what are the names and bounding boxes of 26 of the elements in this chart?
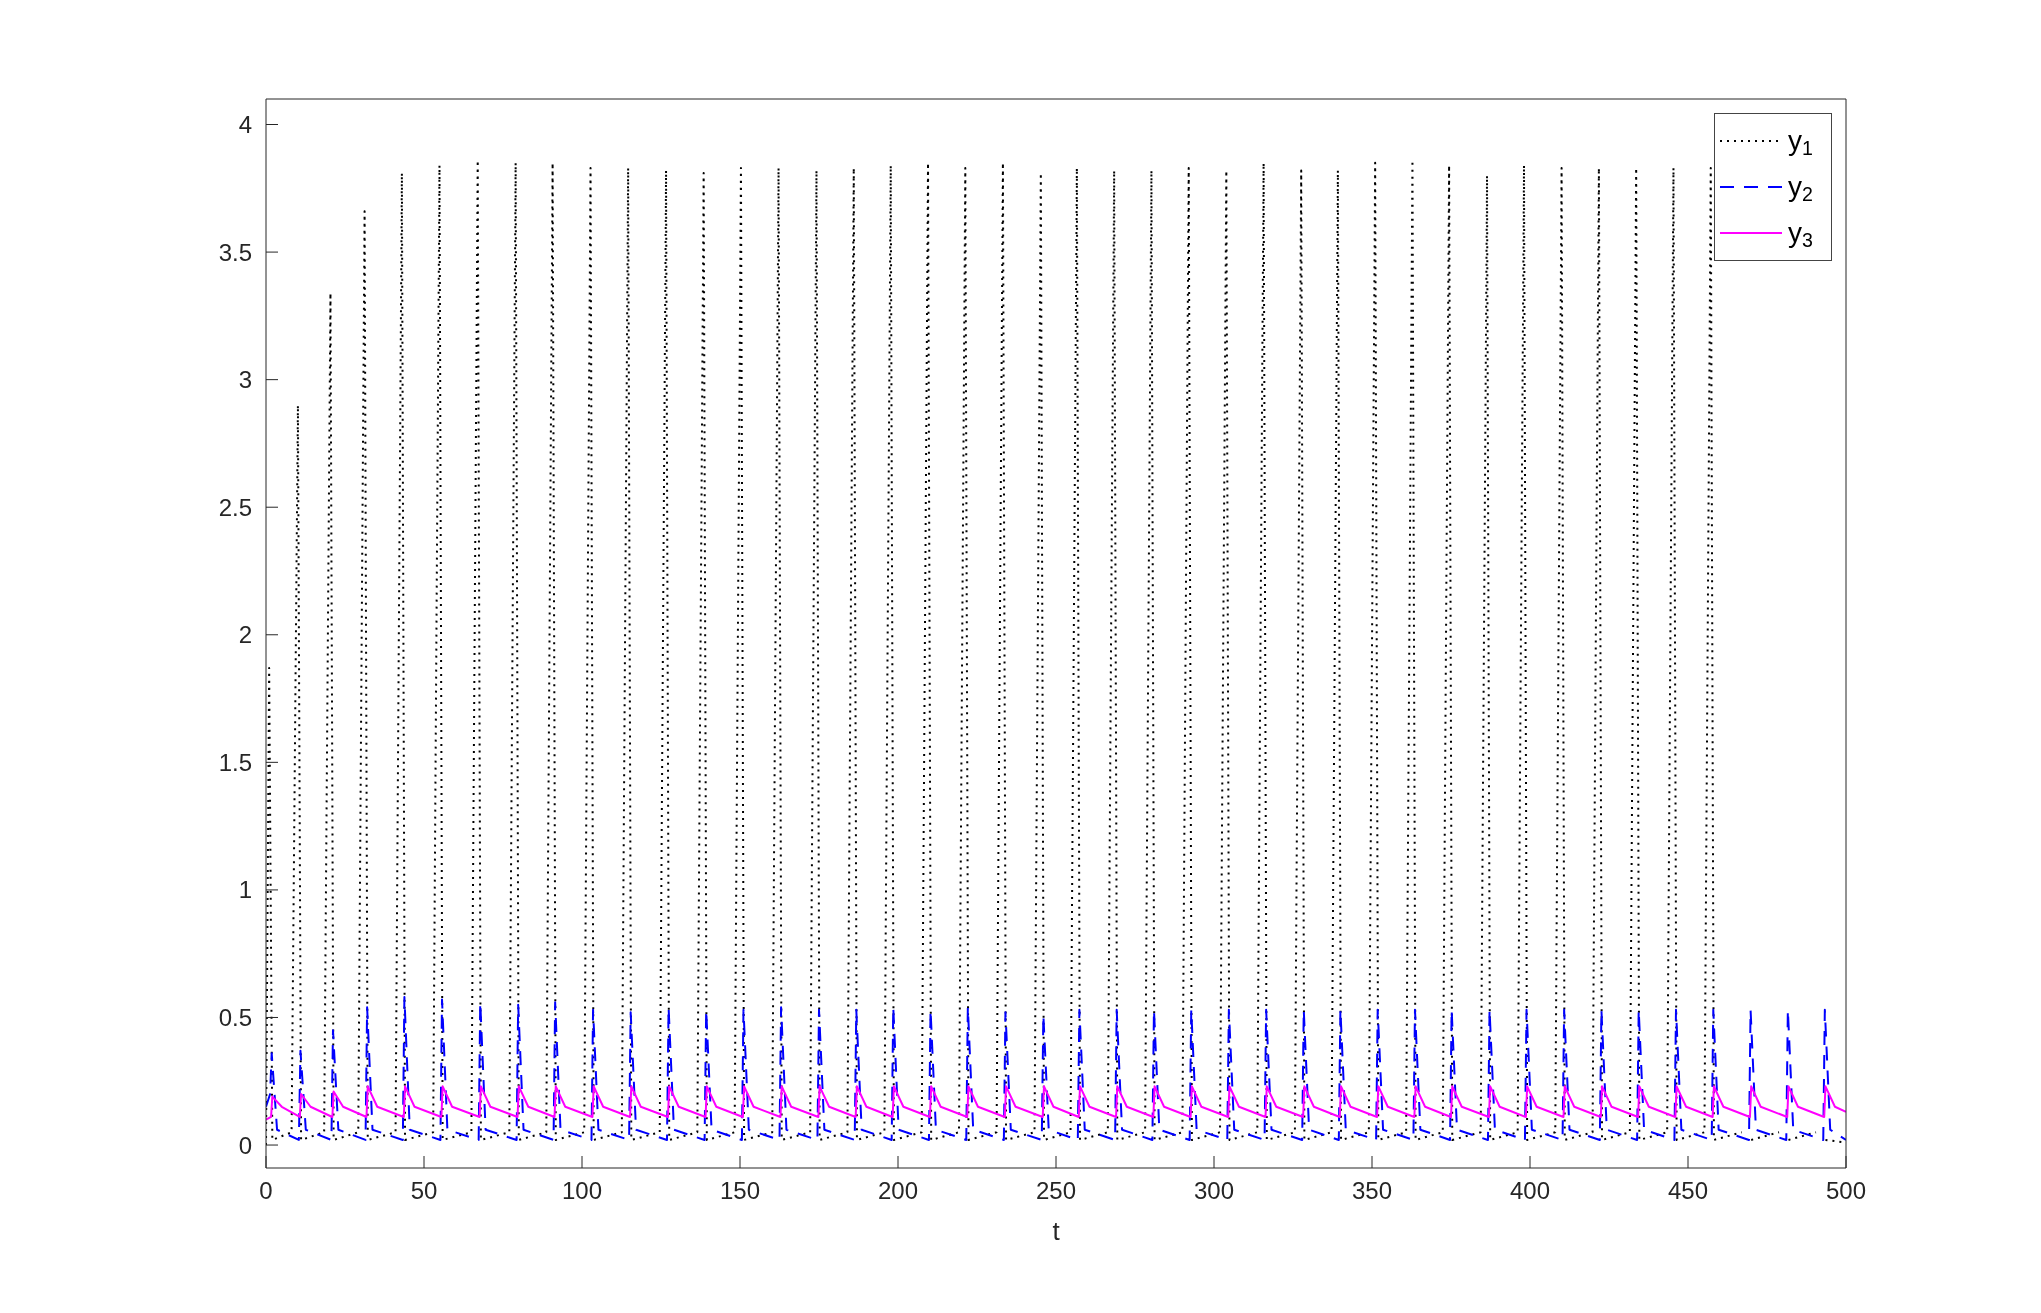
line-series — [266, 996, 1846, 1141]
x-tick-label: 50 — [410, 1177, 438, 1205]
line-series — [266, 1085, 1846, 1121]
y-tick-label: 0.5 — [218, 1003, 252, 1031]
x-tick-label: 200 — [877, 1177, 919, 1205]
x-tick-label: 300 — [1193, 1177, 1235, 1205]
x-tick-label: 0 — [259, 1177, 273, 1205]
y-tick-label: 1 — [238, 876, 252, 904]
x-tick-label: 250 — [1035, 1177, 1077, 1205]
y-tick-label: 4 — [238, 111, 252, 139]
x-tick-label: 100 — [561, 1177, 603, 1205]
x-axis-title: t — [1052, 1216, 1061, 1246]
legend-label: y$_{2}$ — [1788, 171, 1813, 205]
y-tick-label: 3 — [238, 366, 252, 394]
x-tick-label: 150 — [719, 1177, 761, 1205]
y-tick-label: 2 — [238, 621, 252, 649]
x-tick-label: 450 — [1667, 1177, 1709, 1205]
y-tick-label: 2.5 — [218, 493, 252, 521]
x-tick-label: 400 — [1509, 1177, 1551, 1205]
x-tick-label: 500 — [1825, 1177, 1867, 1205]
y-tick-label: 3.5 — [218, 238, 252, 266]
y-tick-label: 0 — [238, 1131, 252, 1159]
y-tick-label: 1.5 — [218, 748, 252, 776]
legend-label: y$_{1}$ — [1788, 125, 1813, 159]
legend-label: y$_{3}$ — [1788, 217, 1813, 251]
x-tick-label: 350 — [1351, 1177, 1393, 1205]
